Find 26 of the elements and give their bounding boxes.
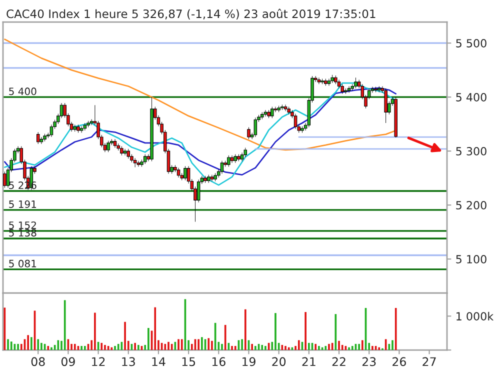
y-tick-label: 5 500 bbox=[456, 39, 486, 48]
chart-title: CAC40 Index 1 heure 5 326,87 (-1,14 %) 23 août 2019 17:35:01 bbox=[6, 8, 376, 20]
x-tick-label: 09 bbox=[61, 357, 75, 366]
ref-line-label: 5 152 bbox=[9, 221, 36, 230]
y-tick-label: 5 300 bbox=[456, 147, 486, 156]
x-tick-label: 21 bbox=[302, 357, 316, 366]
x-tick-label: 20 bbox=[272, 357, 286, 366]
line-series bbox=[4, 38, 397, 151]
x-tick-label: 13 bbox=[122, 357, 135, 366]
x-tick-label: 22 bbox=[332, 357, 346, 366]
ref-line-label: 5 400 bbox=[9, 88, 36, 96]
x-tick-label: 26 bbox=[392, 357, 406, 366]
y-tick-label: 5 100 bbox=[456, 255, 486, 264]
y-tick-label: 1 000k bbox=[456, 312, 494, 320]
x-tick-label: 14 bbox=[152, 357, 166, 366]
x-tick-label: 12 bbox=[92, 357, 105, 366]
ref-line-label: 5 081 bbox=[9, 260, 36, 268]
x-tick-label: 08 bbox=[31, 357, 45, 366]
x-tick-label: 23 bbox=[362, 357, 376, 366]
ref-line-label: 5 191 bbox=[9, 200, 36, 208]
x-tick-label: 16 bbox=[212, 357, 226, 366]
y-tick-label: 5 400 bbox=[456, 93, 486, 102]
x-tick-label: 27 bbox=[422, 357, 436, 366]
x-tick-label: 19 bbox=[242, 357, 256, 366]
y-tick-label: 5 200 bbox=[456, 201, 486, 210]
x-tick-label: 15 bbox=[182, 357, 196, 366]
